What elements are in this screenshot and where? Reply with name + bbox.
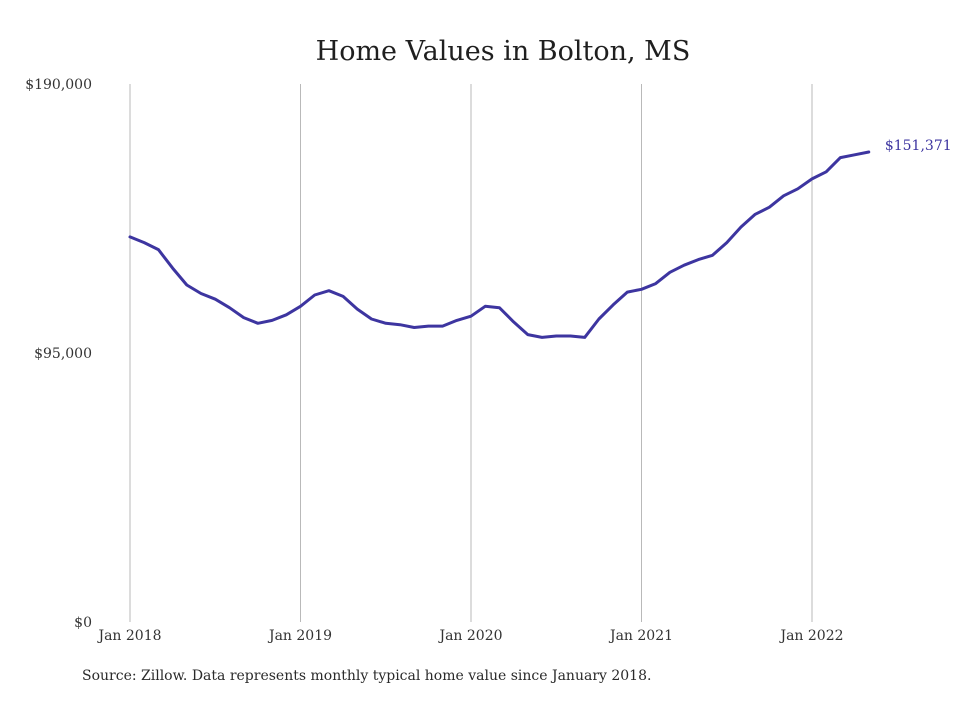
y-axis: $0 $95,000 $190,000	[25, 77, 92, 631]
series-layer	[128, 150, 871, 339]
x-tick-label: Jan 2021	[608, 628, 673, 644]
x-tick-label: Jan 2018	[96, 628, 161, 644]
chart-title: Home Values in Bolton, MS	[316, 36, 691, 67]
y-tick-label: $190,000	[25, 77, 92, 93]
source-note: Source: Zillow. Data represents monthly …	[82, 668, 652, 684]
y-tick-label: $95,000	[34, 346, 92, 362]
x-tick-label: Jan 2019	[267, 628, 332, 644]
x-tick-label: Jan 2022	[778, 628, 843, 644]
vertical-gridlines	[129, 84, 813, 622]
annotation-layer: $151,371	[885, 138, 952, 154]
series-line	[128, 150, 871, 339]
x-axis: Jan 2018 Jan 2019 Jan 2020 Jan 2021 Jan 2022	[96, 628, 843, 644]
x-tick-label: Jan 2020	[437, 628, 502, 644]
end-value-label: $151,371	[885, 138, 952, 154]
y-tick-label: $0	[74, 615, 92, 631]
